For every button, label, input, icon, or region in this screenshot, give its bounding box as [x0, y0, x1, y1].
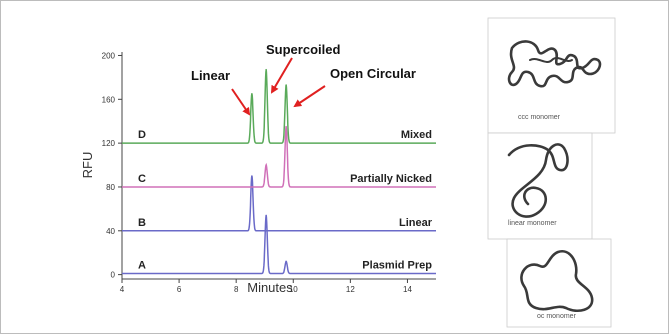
trace-letter: C [138, 173, 146, 185]
y-tick-label: 40 [106, 227, 115, 236]
trace-name: Partially Nicked [350, 173, 432, 185]
linear-panel-frame [487, 132, 593, 240]
annotation-supercoiled: Supercoiled [266, 42, 340, 57]
linear-monomer-panel: linear monomer [487, 132, 593, 240]
annotation-open-circular: Open Circular [330, 66, 416, 81]
trace-a-peak [265, 214, 267, 217]
trace-c-peak [285, 125, 287, 128]
x-tick-label: 10 [289, 285, 298, 294]
y-tick-label: 80 [106, 183, 115, 192]
y-axis-title: RFU [80, 152, 95, 179]
dna-schematics: ccc monomer linear monomer oc monomer [487, 17, 616, 328]
trace-name: Linear [399, 217, 433, 229]
caption-oc-monomer: oc monomer [537, 313, 577, 320]
trace-d-peak [251, 93, 253, 95]
linear-dna-icon [507, 143, 569, 218]
open-circular-dna-icon [520, 250, 594, 312]
trace-labels: A Plasmid Prep B Linear C Partially Nicked D Mi… [138, 129, 433, 271]
arrow-open-circular [293, 85, 326, 108]
caption-ccc-monomer: ccc monomer [518, 114, 561, 121]
oc-monomer-panel: oc monomer [506, 238, 612, 328]
arrow-supercoiled [270, 57, 293, 94]
x-tick-label: 8 [234, 285, 239, 294]
y-tick-label: 160 [102, 95, 116, 104]
y-tick-label: 120 [102, 139, 116, 148]
supercoiled-dna-icon [507, 40, 602, 88]
traces [122, 68, 436, 275]
x-axis-title: Minutes [247, 280, 293, 295]
x-tick-label: 12 [346, 285, 355, 294]
trace-letter: A [138, 260, 146, 272]
trace-a-peak [285, 260, 287, 263]
trace-d-peak [285, 84, 287, 86]
x-tick-label: 4 [120, 285, 125, 294]
trace-name: Plasmid Prep [362, 260, 432, 272]
trace-b-peak [251, 175, 253, 177]
y-tick-label: 0 [111, 271, 116, 280]
trace-letter: B [138, 217, 146, 229]
trace-a-line [122, 215, 436, 275]
trace-d-peak [265, 68, 267, 71]
peak-annotations: Linear Supercoiled Open Circular [191, 42, 416, 116]
y-ticks: 0 40 80 120 160 200 [102, 51, 122, 280]
chart-axes [121, 52, 436, 280]
x-tick-label: 6 [177, 285, 182, 294]
x-ticks: 4 6 8 10 12 14 [120, 279, 412, 294]
ccc-monomer-panel: ccc monomer [487, 17, 616, 134]
trace-c-peak [265, 164, 267, 166]
trace-d-line [122, 69, 436, 144]
arrow-linear [231, 88, 251, 116]
trace-letter: D [138, 129, 146, 141]
caption-linear-monomer: linear monomer [508, 220, 557, 227]
trace-b-line [122, 175, 436, 232]
trace-c-line [122, 126, 436, 188]
annotation-linear: Linear [191, 68, 230, 83]
oc-panel-frame [506, 238, 612, 328]
y-tick-label: 200 [102, 51, 116, 60]
trace-name: Mixed [401, 129, 432, 141]
x-tick-label: 14 [403, 285, 412, 294]
